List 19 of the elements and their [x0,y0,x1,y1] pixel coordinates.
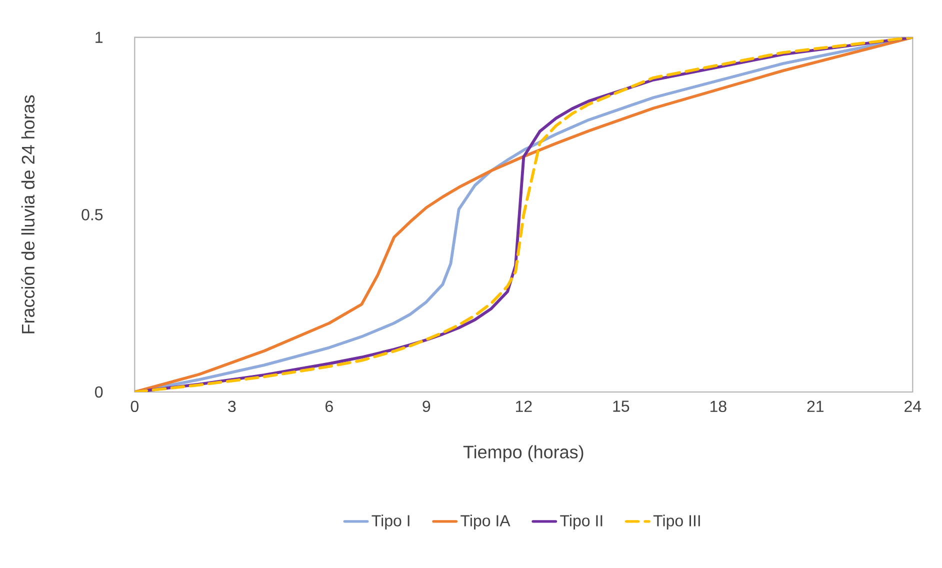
y-axis-title: Fracción de lluvia de 24 horas [21,95,35,334]
legend-label: Tipo III [653,514,700,530]
x-tick-label: 0 [130,400,138,412]
x-tick-label: 15 [613,400,630,412]
x-tick-label: 18 [710,400,726,412]
x-tick-label: 3 [228,400,236,412]
legend-label: Tipo I [372,514,410,530]
x-tick-label: 9 [422,400,430,412]
x-tick-label: 12 [516,400,532,412]
x-tick-label: 6 [326,400,333,412]
y-tick-label: 1 [96,32,103,43]
x-tick-label: 24 [904,400,922,412]
y-tick-label: 0.5 [82,209,103,220]
legend-label: Tipo II [560,514,602,530]
y-tick-label: 0 [95,386,103,398]
x-tick-label: 21 [807,400,824,412]
line-series [134,37,913,392]
x-axis-title: Tiempo (horas) [463,445,584,462]
legend-label: Tipo IA [460,514,510,530]
